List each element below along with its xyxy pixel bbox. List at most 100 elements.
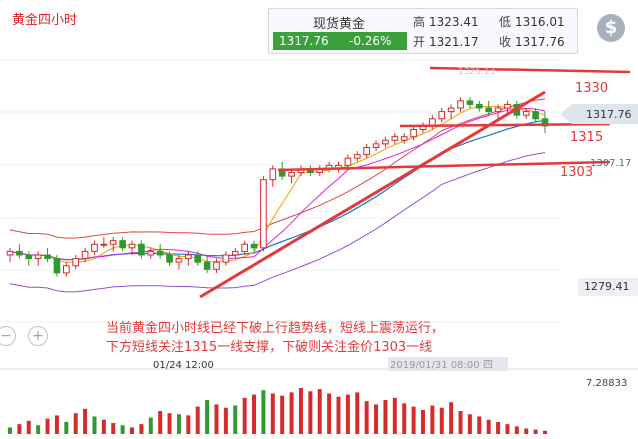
candle-body: [241, 243, 248, 252]
candle-body: [485, 107, 492, 113]
volume-bar: [374, 404, 379, 434]
volume-bar: [392, 397, 397, 434]
annotation-line-1: 当前黄金四小时线已经下破上行趋势线，短线上震荡运行，: [106, 320, 444, 336]
volume-bar: [205, 400, 210, 434]
candle-body: [353, 154, 361, 159]
volume-bar: [298, 388, 303, 434]
uptrend-line: [199, 90, 546, 299]
volume-bar: [317, 389, 322, 434]
volume-bar: [64, 421, 69, 434]
volume-bar: [252, 394, 257, 434]
candle-body: [231, 250, 239, 256]
candle-body: [91, 243, 98, 252]
candle-body: [194, 254, 202, 263]
candle-body: [222, 254, 230, 263]
resistance-1330-line: [429, 66, 631, 74]
volume-bar: [73, 413, 78, 434]
minus-icon[interactable]: −: [0, 326, 16, 346]
volume-bar: [345, 394, 350, 434]
volume-bar: [420, 409, 425, 434]
candle-body: [541, 118, 549, 127]
volume-bar: [83, 408, 88, 434]
price-badge: 1317.76 -0.26%: [273, 32, 407, 50]
candle-body: [16, 250, 23, 256]
volume-bar: [411, 406, 416, 434]
volume-bar: [139, 424, 144, 434]
volume-bar: [477, 416, 482, 434]
close-stat: 收 1317.76: [499, 35, 565, 49]
volume-bar: [223, 407, 228, 434]
price-change: -0.26%: [349, 34, 392, 48]
candle-body: [391, 136, 399, 141]
volume-bar: [214, 404, 219, 434]
volume-bar: [280, 395, 285, 434]
current-price-tag-label: 1317.76: [586, 108, 632, 121]
candle-body: [532, 111, 539, 120]
level-1315-label: 1315: [570, 130, 603, 145]
support-1315-line: [399, 122, 611, 128]
candle-body: [466, 100, 474, 105]
annotation-line-2: 下方短线关注1315一线支撑，下破则关注金价1303一线: [106, 339, 432, 355]
ma5-line: [9, 106, 546, 263]
candle-body: [109, 240, 117, 245]
plus-icon[interactable]: +: [28, 326, 48, 346]
volume-bar: [467, 414, 472, 434]
volume-bar: [524, 428, 529, 434]
volume-bar: [327, 393, 332, 434]
volume-bar: [120, 425, 125, 434]
level-1330-label: 1330: [575, 81, 608, 96]
dollar-icon[interactable]: $: [597, 14, 625, 42]
volume-bar: [92, 416, 97, 434]
volume-bar: [233, 405, 238, 434]
peak-label: 1326.13: [458, 67, 495, 77]
volume-bar: [261, 390, 266, 434]
chart-title: 黄金四小时: [12, 12, 77, 28]
candle-body: [504, 103, 511, 109]
candle-body: [185, 254, 192, 260]
volume-bar: [158, 411, 163, 434]
volume-bar: [270, 393, 275, 434]
ma10-line: [9, 107, 546, 261]
candle-body: [138, 243, 145, 256]
candle-body: [494, 107, 502, 113]
volume-bar: [364, 401, 369, 434]
candle-body: [213, 261, 220, 270]
volume-bar: [195, 406, 200, 434]
candle-body: [25, 254, 33, 260]
candle-body: [344, 157, 352, 166]
bollinger-lower-line: [9, 152, 546, 293]
bollinger-upper-line: [9, 98, 546, 239]
volume-bar: [26, 420, 31, 434]
volume-bar: [8, 427, 12, 434]
candle-body: [63, 265, 70, 274]
candle-body: [410, 129, 417, 138]
volume-bar: [101, 419, 106, 434]
candle-body: [447, 107, 455, 113]
volume-bar: [496, 421, 501, 434]
candle-body: [382, 139, 389, 145]
mid-price-label: 1307.17: [590, 158, 631, 169]
current-price-tag: [560, 104, 638, 124]
high-stat: 高 1323.41: [413, 15, 479, 29]
volume-bar: [186, 415, 191, 434]
volume-bar: [336, 396, 341, 434]
volume-bar: [289, 392, 294, 434]
candle-body: [457, 100, 464, 109]
candle-body: [6, 250, 14, 256]
candle-body: [128, 243, 136, 249]
volume-bar: [486, 419, 491, 434]
candle-body: [156, 250, 164, 256]
candle-body: [475, 103, 483, 109]
candle-body: [81, 250, 89, 260]
volume-bar: [176, 414, 181, 434]
volume-bar: [17, 424, 22, 434]
candle-body: [260, 179, 267, 249]
candle-body: [203, 261, 211, 270]
volume-bar: [449, 402, 454, 434]
candle-body: [250, 243, 258, 249]
instrument-name: 现货黄金: [313, 17, 366, 32]
volume-bar: [36, 425, 41, 434]
candle-body: [400, 136, 408, 141]
